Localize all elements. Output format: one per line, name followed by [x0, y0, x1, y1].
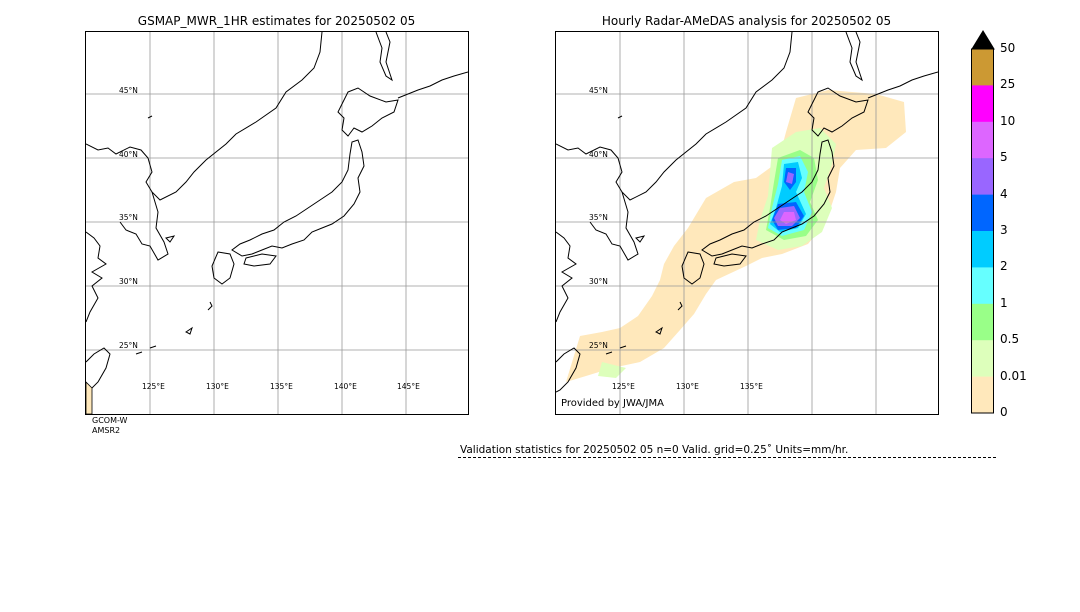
left-coastlines — [86, 32, 468, 393]
left-lat-label-45: 45°N — [119, 86, 138, 95]
colorbar-tick-label: 2 — [1000, 259, 1008, 274]
left-lat-label-40: 40°N — [119, 150, 138, 159]
colorbar-segment — [971, 85, 994, 123]
left-lat-label-30: 30°N — [119, 277, 138, 286]
colorbar-segment — [971, 340, 994, 377]
colorbar-tick-label: 0.01 — [1000, 368, 1027, 383]
colorbar-tick-label: 25 — [1000, 77, 1016, 92]
colorbar-tick-label: 10 — [1000, 113, 1016, 128]
right-lon-label-130: 130°E — [676, 382, 699, 391]
left-lon-label-145: 145°E — [397, 382, 420, 391]
left-map-canvas — [86, 32, 468, 414]
colorbar-segment — [971, 121, 994, 159]
left-lat-label-25: 25°N — [119, 341, 138, 350]
colorbar-segment — [971, 158, 994, 195]
right-map-title: Hourly Radar-AMeDAS analysis for 2025050… — [601, 14, 892, 28]
right-gridlines — [556, 32, 938, 414]
colorbar-extend-arrow — [971, 30, 995, 50]
right-map-canvas — [556, 32, 938, 414]
left-lon-label-125: 125°E — [142, 382, 165, 391]
left-lon-label-130: 130°E — [206, 382, 229, 391]
colorbar-tick-label: 0.5 — [1000, 332, 1020, 347]
colorbar-tick-label: 0 — [1000, 405, 1008, 419]
colorbar-segment — [971, 376, 994, 414]
colorbar-canvas — [971, 30, 995, 414]
right-lon-label-125: 125°E — [612, 382, 635, 391]
left-map-title: GSMAP_MWR_1HR estimates for 20250502 05 — [137, 14, 416, 28]
colorbar-tick-label: 4 — [1000, 186, 1008, 201]
satellite-note: GCOM-W AMSR2 — [92, 416, 127, 436]
left-lon-label-135: 135°E — [270, 382, 293, 391]
left-lat-label-35: 35°N — [119, 213, 138, 222]
right-lat-label-25: 25°N — [589, 341, 608, 350]
colorbar-tick-label: 50 — [1000, 41, 1016, 55]
precip-0-01 — [566, 90, 906, 382]
colorbar-tick-label: 3 — [1000, 223, 1008, 237]
colorbar — [971, 30, 995, 414]
colorbar-segment — [971, 303, 994, 341]
sensor-name: AMSR2 — [92, 426, 121, 435]
left-map-panel — [85, 31, 469, 415]
satellite-name: GCOM-W — [92, 416, 128, 425]
validation-statistics: Validation statistics for 20250502 05 n=… — [460, 444, 849, 456]
right-lat-label-35: 35°N — [589, 213, 608, 222]
validation-divider — [458, 457, 996, 458]
colorbar-tick-label: 1 — [1000, 295, 1008, 310]
provided-by-credit: Provided by JWA/JMA — [561, 398, 664, 409]
colorbar-segment — [971, 267, 994, 305]
colorbar-segment — [971, 194, 994, 232]
colorbar-tick-label: 5 — [1000, 150, 1008, 165]
right-lat-label-45: 45°N — [589, 86, 608, 95]
right-lon-label-135: 135°E — [740, 382, 763, 391]
colorbar-segment — [971, 49, 994, 86]
right-coastlines — [556, 32, 938, 393]
precip-10 — [780, 212, 796, 224]
right-lat-label-30: 30°N — [589, 277, 608, 286]
left-lon-label-140: 140°E — [334, 382, 357, 391]
colorbar-segment — [971, 231, 994, 268]
left-gridlines — [86, 32, 468, 414]
colorbar-segments — [971, 49, 994, 414]
right-lat-label-40: 40°N — [589, 150, 608, 159]
right-map-panel — [555, 31, 939, 415]
